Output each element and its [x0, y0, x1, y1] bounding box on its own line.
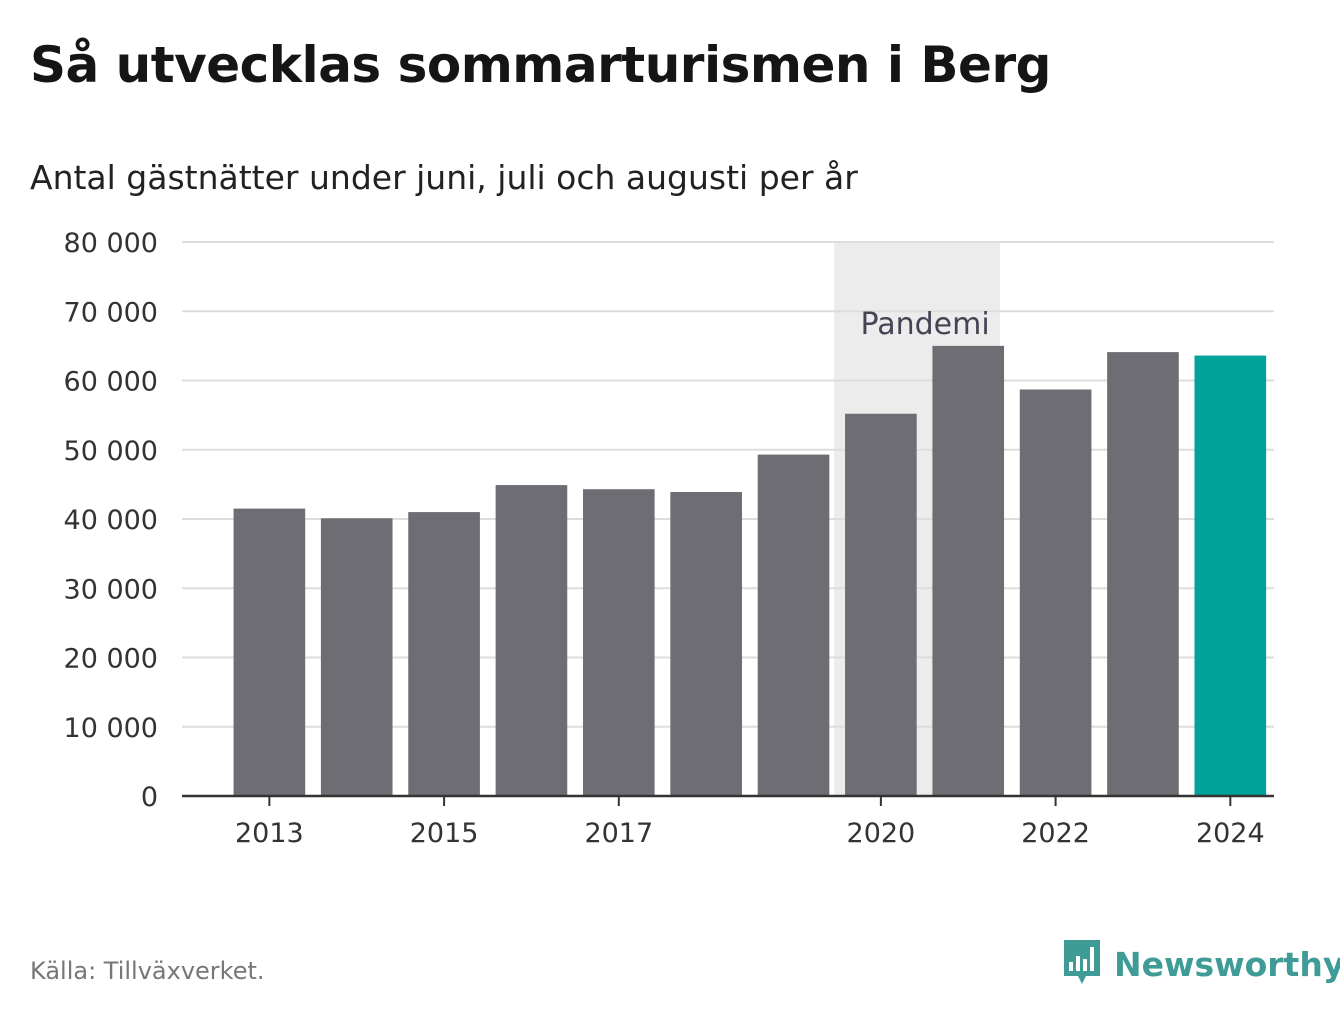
y-tick-label: 0 [141, 782, 158, 813]
y-tick-label: 30 000 [64, 574, 158, 605]
x-tick-label: 2022 [1021, 818, 1090, 849]
chart-title: Så utvecklas sommarturismen i Berg [30, 36, 1051, 94]
brand: Newsworthy [1062, 938, 1340, 990]
bar [320, 518, 393, 796]
bar [757, 454, 830, 796]
bar [1019, 389, 1092, 796]
x-tick-label: 2015 [410, 818, 479, 849]
source-note: Källa: Tillväxverket. [30, 957, 265, 985]
y-tick-label: 10 000 [64, 713, 158, 744]
y-tick-label: 80 000 [64, 228, 158, 259]
x-tick-label: 2013 [235, 818, 304, 849]
x-tick-label: 2017 [584, 818, 653, 849]
y-tick-label: 20 000 [64, 644, 158, 675]
bar [495, 485, 568, 796]
annotation-label: Pandemi [860, 307, 989, 342]
bar [408, 512, 480, 796]
x-tick-label: 2020 [847, 818, 916, 849]
y-tick-label: 50 000 [64, 436, 158, 467]
bar [582, 489, 655, 796]
y-tick-label: 70 000 [64, 297, 158, 328]
bar [845, 413, 917, 796]
brand-name: Newsworthy [1114, 944, 1340, 984]
bar [233, 508, 306, 796]
y-tick-label: 40 000 [64, 505, 158, 536]
x-tick-label: 2024 [1196, 818, 1265, 849]
newsworthy-logo-icon [1064, 940, 1100, 984]
y-tick-label: 60 000 [64, 367, 158, 398]
bar [932, 345, 1005, 796]
bar [1194, 355, 1267, 796]
chart-subtitle: Antal gästnätter under juni, juli och au… [30, 158, 858, 197]
bar [1107, 352, 1179, 796]
bar [670, 491, 742, 796]
